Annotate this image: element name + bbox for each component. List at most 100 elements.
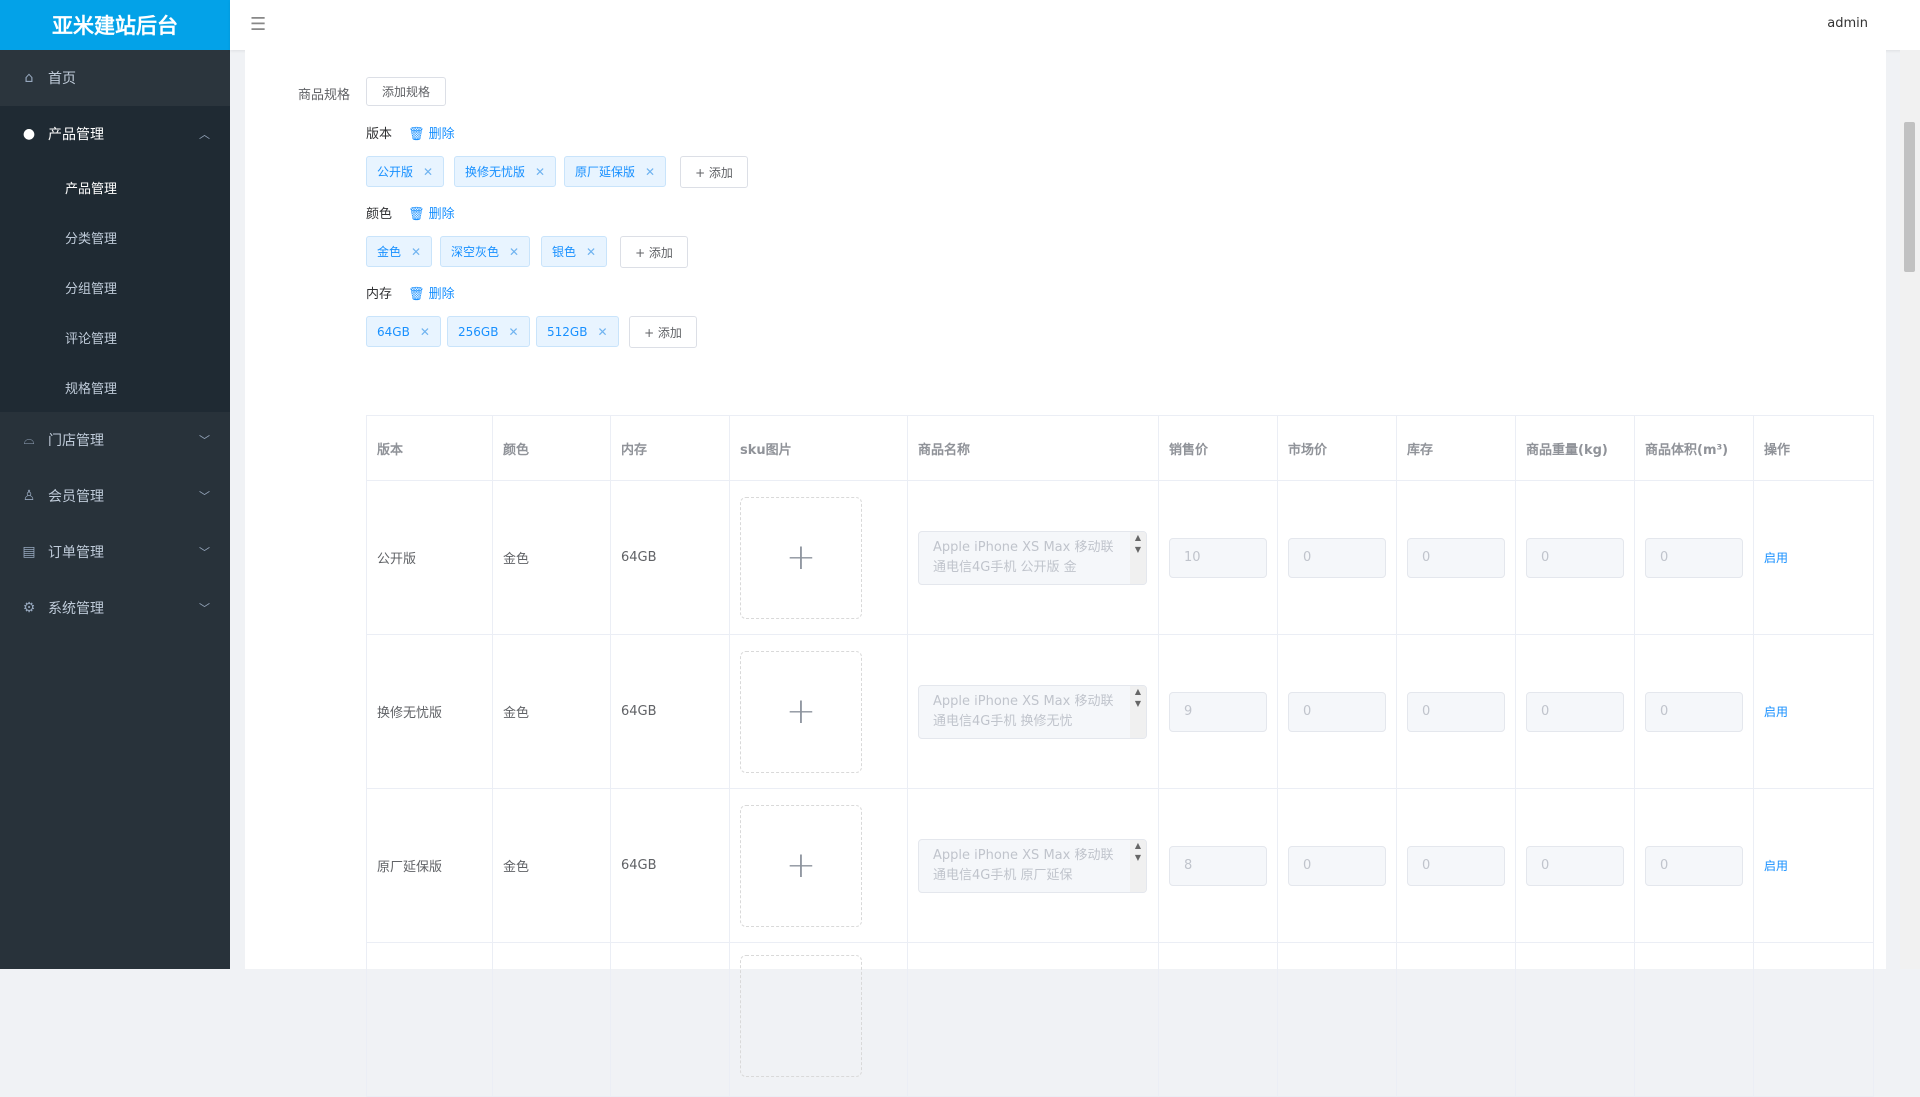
weight-cell: 0 (1515, 634, 1635, 789)
label: 512GB (547, 324, 588, 339)
price-cell: 8 (1158, 788, 1278, 943)
chevron-down-icon: ﹀ (199, 546, 210, 559)
stock-input[interactable]: 0 (1407, 845, 1505, 886)
label: 原厂延保版 (575, 165, 636, 179)
sidebar-item-system[interactable]: ⚙ 系统管理 ﹀ (0, 580, 230, 636)
scrollbar-thumb[interactable] (1904, 122, 1915, 272)
column-header: 版本 (366, 415, 493, 481)
delete-group-button[interactable]: 🗑 删除 (408, 203, 455, 222)
home-icon: ⌂ (24, 70, 34, 86)
add-value-button[interactable]: + 添加 (680, 156, 748, 188)
trash-icon: 🗑 (408, 287, 425, 302)
market-price-input[interactable]: 0 (1288, 691, 1386, 732)
enable-link[interactable]: 启用 (1764, 705, 1789, 719)
sidebar-item-stores[interactable]: ⌓ 门店管理 ﹀ (0, 412, 230, 468)
color-cell: 金色 (492, 634, 611, 789)
product-name-textarea[interactable]: Apple iPhone XS Max 移动联通电信4G手机 原厂延保 ▲ ▼ (918, 838, 1147, 893)
market-price-input[interactable]: 0 (1288, 845, 1386, 886)
sale-price-input[interactable]: 9 (1169, 691, 1267, 732)
delete-group-button[interactable]: 🗑 删除 (408, 123, 455, 142)
textarea-scrollbar[interactable]: ▲ ▼ (1130, 839, 1146, 892)
sku-image-cell: + (729, 788, 908, 943)
name-cell: Apple iPhone XS Max 移动联通电信4G手机 换修无忧 ▲ ▼ (907, 634, 1159, 789)
volume-input[interactable]: 0 (1645, 691, 1743, 732)
version-cell: 公开版 (366, 480, 493, 635)
product-name-textarea[interactable]: Apple iPhone XS Max 移动联通电信4G手机 公开版 金 ▲ ▼ (918, 530, 1147, 585)
market-price-input[interactable]: 0 (1288, 537, 1386, 578)
sidebar-item-orders[interactable]: ▤ 订单管理 ﹀ (0, 524, 230, 580)
color-cell: 金色 (492, 788, 611, 943)
label: 深空灰色 (451, 245, 500, 259)
sidebar-subitem-groups[interactable]: 分组管理 (65, 281, 118, 297)
close-icon[interactable]: ✕ (535, 164, 546, 179)
value: Apple iPhone XS Max 移动联通电信4G手机 原厂延保 (933, 847, 1114, 883)
close-icon[interactable]: ✕ (419, 324, 430, 339)
sale-price-input[interactable]: 8 (1169, 845, 1267, 886)
close-icon[interactable]: ✕ (411, 244, 422, 259)
enable-link[interactable]: 启用 (1764, 551, 1789, 565)
label: 系统管理 (48, 601, 104, 617)
user-menu[interactable]: admin (1827, 16, 1868, 31)
weight-input[interactable]: 0 (1526, 537, 1624, 578)
add-value-button[interactable]: + 添加 (629, 316, 697, 348)
add-spec-button[interactable]: 添加规格 (366, 77, 446, 106)
label: 银色 (552, 245, 577, 259)
delete-group-button[interactable]: 🗑 删除 (408, 283, 455, 302)
spec-tag: 64GB ✕ (366, 316, 441, 347)
sku-table: 版本 颜色 内存 sku图片 商品名称 销售价 市场价 库存 商品重量(kg) 商品体积(m³) 操… (366, 415, 1874, 1097)
close-icon[interactable]: ✕ (423, 164, 434, 179)
logo: 亚米建站后台 (0, 0, 230, 50)
trash-icon: 🗑 (408, 127, 425, 142)
label: 门店管理 (48, 433, 104, 449)
action-cell: 启用 (1753, 634, 1874, 789)
upload-image-button[interactable]: + (740, 804, 862, 927)
sidebar-item-home[interactable]: ⌂ 首页 (0, 50, 230, 106)
table-row: 公开版 金色 64GB + Apple iPhone XS Max 移动联通电信… (366, 480, 1874, 635)
column-header: 商品重量(kg) (1515, 415, 1635, 481)
sku-image-cell: + (729, 480, 908, 635)
sidebar-subitem-specs[interactable]: 规格管理 (65, 381, 118, 397)
spec-tag: 换修无忧版 ✕ (454, 156, 557, 187)
sidebar-subitem-products[interactable]: 产品管理 (65, 181, 118, 197)
upload-image-button[interactable]: + (740, 650, 862, 773)
product-name-textarea[interactable]: Apple iPhone XS Max 移动联通电信4G手机 换修无忧 ▲ ▼ (918, 684, 1147, 739)
stock-input[interactable]: 0 (1407, 537, 1505, 578)
sidebar-subitem-comments[interactable]: 评论管理 (65, 331, 118, 347)
weight-input[interactable]: 0 (1526, 691, 1624, 732)
label: 金色 (377, 245, 402, 259)
close-icon[interactable]: ✕ (645, 164, 656, 179)
stock-cell: 0 (1396, 788, 1516, 943)
label: 产品管理 (48, 127, 104, 143)
label: 订单管理 (48, 545, 104, 561)
value: Apple iPhone XS Max 移动联通电信4G手机 换修无忧 (933, 693, 1114, 729)
sidebar-item-members[interactable]: ♙ 会员管理 ﹀ (0, 468, 230, 524)
stock-input[interactable]: 0 (1407, 691, 1505, 732)
chevron-down-icon: ﹀ (199, 602, 210, 615)
scrollbar[interactable] (1900, 50, 1920, 969)
close-icon[interactable]: ✕ (586, 244, 597, 259)
header: ☰ admin (230, 0, 1920, 50)
label: 64GB (377, 324, 410, 339)
upload-image-button[interactable] (740, 955, 862, 1077)
close-icon[interactable]: ✕ (509, 244, 520, 259)
close-icon[interactable]: ✕ (508, 324, 519, 339)
enable-link[interactable]: 启用 (1764, 859, 1789, 873)
textarea-scrollbar[interactable]: ▲ ▼ (1130, 685, 1146, 738)
weight-input[interactable]: 0 (1526, 845, 1624, 886)
textarea-scrollbar[interactable]: ▲ ▼ (1130, 531, 1146, 584)
price-cell: 10 (1158, 480, 1278, 635)
upload-image-button[interactable]: + (740, 496, 862, 619)
close-icon[interactable]: ✕ (597, 324, 608, 339)
label: 换修无忧版 (465, 165, 526, 179)
volume-cell: 0 (1634, 788, 1754, 943)
add-value-button[interactable]: + 添加 (620, 236, 688, 268)
sidebar-subitem-categories[interactable]: 分类管理 (65, 231, 118, 247)
spec-tag: 银色 ✕ (541, 236, 608, 267)
plus-icon: + (785, 845, 817, 886)
badge-icon: ♙ (22, 488, 36, 504)
volume-input[interactable]: 0 (1645, 845, 1743, 886)
sale-price-input[interactable]: 10 (1169, 537, 1267, 578)
sidebar-item-products[interactable]: ● 产品管理 ︿ (0, 106, 230, 162)
hamburger-icon[interactable]: ☰ (250, 14, 267, 35)
volume-input[interactable]: 0 (1645, 537, 1743, 578)
